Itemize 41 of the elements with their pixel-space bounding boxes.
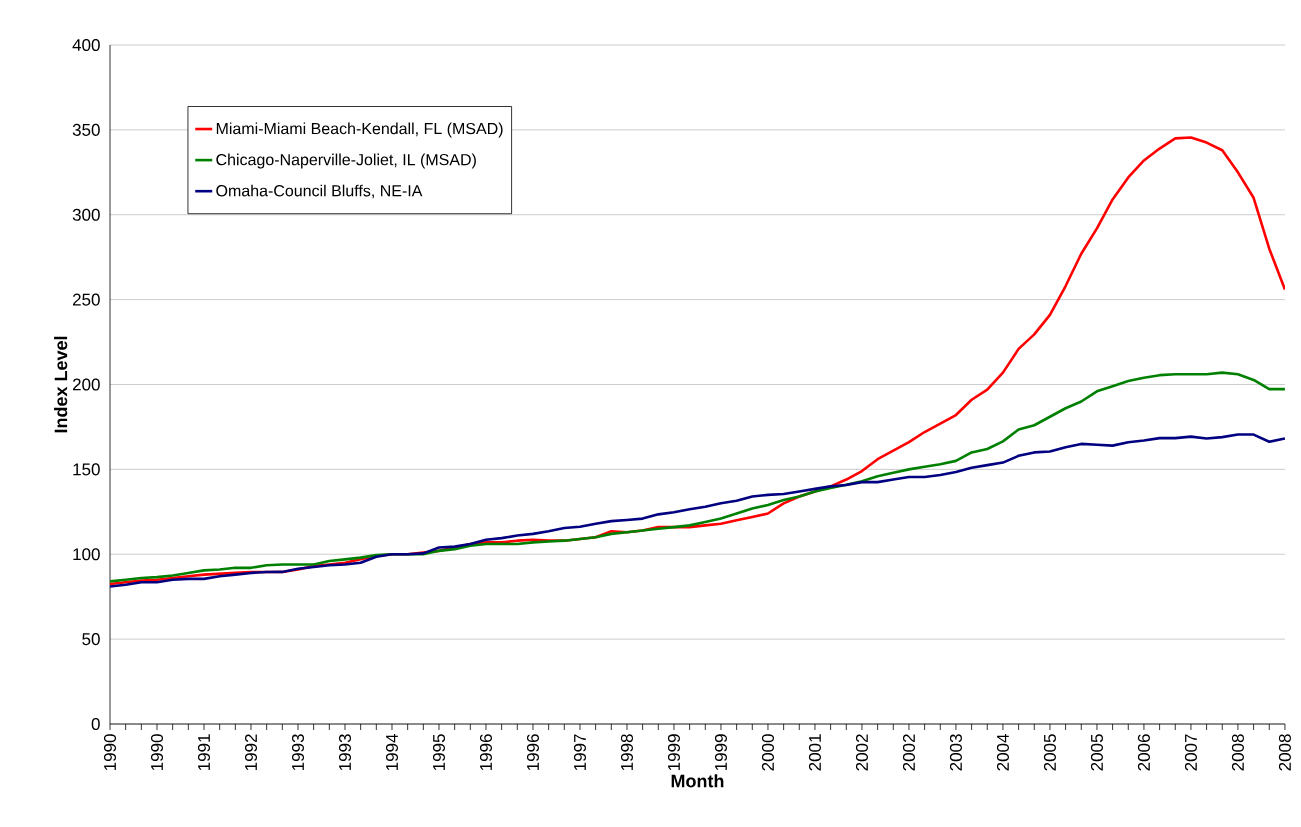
y-tick-label: 200 — [72, 378, 100, 391]
y-tick-label: 0 — [91, 717, 100, 731]
legend-label: Miami-Miami Beach-Kendall, FL (MSAD) — [216, 122, 503, 138]
y-tick-label: 300 — [72, 208, 100, 221]
x-tick-label: 1996 — [526, 734, 539, 771]
legend-label: Omaha-Council Bluffs, NE-IA — [216, 184, 423, 199]
y-tick-label: 100 — [73, 548, 100, 561]
x-tick-label: 2008 — [1231, 734, 1244, 771]
x-tick-label: 2005 — [1043, 734, 1056, 771]
y-tick-label: 350 — [72, 123, 100, 136]
x-tick-label: 1990 — [150, 734, 164, 771]
x-tick-label: 2003 — [949, 734, 962, 771]
y-tick-label: 150 — [73, 463, 100, 476]
x-tick-label: 1993 — [338, 734, 352, 771]
x-tick-label: 2005 — [1090, 734, 1103, 771]
x-tick-label: 1998 — [620, 734, 633, 771]
x-tick-label: 2002 — [902, 734, 915, 771]
x-tick-label: 2006 — [1137, 734, 1150, 771]
x-tick-label: 2001 — [808, 734, 821, 771]
x-tick-label: 1993 — [291, 734, 305, 771]
x-tick-label: 2004 — [996, 734, 1009, 771]
x-tick-label: 2000 — [761, 734, 774, 771]
y-axis-title: Index Level — [54, 336, 68, 433]
y-tick-label: 50 — [82, 633, 100, 646]
y-tick-label: 400 — [72, 38, 100, 52]
y-tick-label: 250 — [72, 293, 100, 306]
x-axis-title: Month — [671, 774, 724, 788]
x-tick-label: 1995 — [432, 734, 445, 771]
x-tick-label: 2008 — [1278, 734, 1291, 771]
x-tick-label: 1992 — [244, 734, 258, 771]
x-tick-label: 1996 — [479, 734, 492, 771]
x-tick-label: 1999 — [714, 734, 727, 771]
x-tick-label: 1991 — [197, 734, 211, 771]
x-tick-label: 2002 — [855, 734, 868, 771]
x-tick-label: 2007 — [1184, 734, 1197, 771]
x-tick-label: 1997 — [573, 734, 586, 771]
x-tick-label: 1990 — [103, 734, 117, 771]
x-tick-label: 1999 — [667, 734, 680, 771]
line-series — [110, 433, 1285, 588]
x-tick-label: 1994 — [385, 734, 399, 771]
legend-label: Chicago-Naperville-Joliet, IL (MSAD) — [216, 153, 476, 169]
